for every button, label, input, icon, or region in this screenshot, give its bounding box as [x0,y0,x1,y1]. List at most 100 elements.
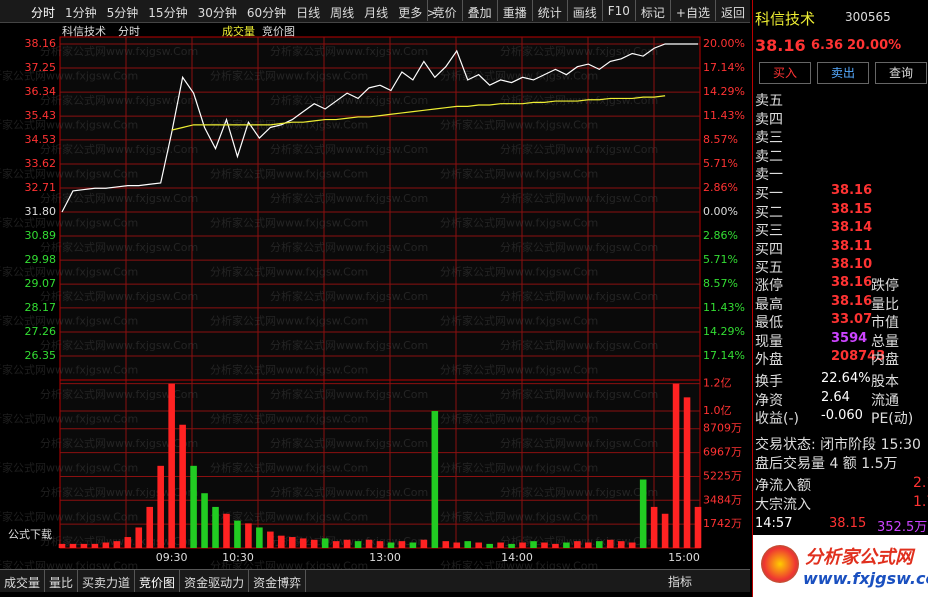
timeframe-tab[interactable]: 日线 [296,6,321,20]
watermark: 分析家公式网www.fxjgsw.Com [210,363,368,377]
volume-bar [420,539,428,548]
toolbar-button[interactable]: 统计 [531,0,567,21]
volume-bar [376,541,384,548]
pct-tick-label: 11.43% [703,301,745,314]
toolbar-button[interactable]: 返回 [714,0,750,21]
volume-tick-label: 6967万 [703,446,742,459]
watermark: 分析家公式网www.fxjgsw.Com [270,191,428,205]
timeframe-tab[interactable]: 月线 [364,6,389,20]
volume-bar [628,542,636,548]
timeframe-tab[interactable]: 15分钟 [148,6,188,20]
indicator-tab[interactable]: 成交量 [0,570,46,592]
stat-value: 38.16 [831,293,873,309]
change: 6.36 [811,38,844,53]
watermark: 分析家公式网www.fxjgsw.Com [270,142,428,156]
toolbar-button[interactable]: 竞价 [426,0,462,21]
volume-bar [201,493,208,548]
toolbar-button[interactable]: +自选 [669,0,715,21]
volume-bar [113,541,121,548]
watermark: 分析家公式网www.fxjgsw.Com [40,93,198,107]
plot-frame [59,36,701,549]
indicator-tab[interactable]: 竞价图 [135,570,181,592]
logo-url: www.fxjgsw.com [803,569,928,588]
time-label: 10:30 [222,551,254,564]
chart: 科信技术 分时 成交量 竞价图 公式下载 分析家公式网www.fxjgsw.Co… [0,24,745,570]
trade-button[interactable]: 卖出 [817,62,869,84]
logo-icon [761,545,799,583]
volume-bar [321,538,329,548]
toolbar-button[interactable]: 叠加 [461,0,497,21]
stat-label: 内盘 [871,352,899,368]
indicator-tab[interactable]: 量比 [45,570,79,592]
timeframe-tab[interactable]: 更多 > [398,6,437,20]
toolbar-button[interactable]: 画线 [566,0,602,21]
stat-label: 外盘 [755,352,783,368]
indicator-tab[interactable]: 资金博弈 [249,570,307,592]
trade-button[interactable]: 查询 [875,62,927,84]
watermark: 分析家公式网www.fxjgsw.Com [500,240,658,254]
trade-button[interactable]: 买入 [759,62,811,84]
volume-bar [310,539,318,548]
volume-bar [157,465,164,548]
pct-tick-label: 2.86% [703,181,738,194]
timeframe-tab[interactable]: 1分钟 [65,6,97,20]
pct-tick-label: 5.71% [703,157,738,170]
watermark: 分析家公式网www.fxjgsw.Com [210,265,368,279]
volume-tick-label: 5225万 [703,469,742,482]
watermark: 分析家公式网www.fxjgsw.Com [210,118,368,132]
watermark: 分析家公式网www.fxjgsw.Com [0,363,138,377]
time-label: 15:00 [668,551,700,564]
price-tick-label: 31.80 [25,205,57,218]
volume-bar [299,538,307,548]
time-label: 13:00 [369,551,401,564]
toolbar-button[interactable]: 重播 [496,0,532,21]
pct-tick-label: 11.43% [703,109,745,122]
toolbar-button[interactable]: F10 [601,0,635,21]
stat-value: 208743 [831,349,886,364]
watermark: 分析家公式网www.fxjgsw.Com [40,44,198,58]
volume-bar [552,543,559,548]
formula-download[interactable]: 公式下载 [8,528,52,541]
watermark: 分析家公式网www.fxjgsw.Com [440,510,598,524]
indicator-button[interactable]: 指标 [668,575,693,589]
volume-bar [497,542,504,548]
stock-code: 300565 [845,10,891,24]
volume-bar [650,506,658,548]
watermark: 分析家公式网www.fxjgsw.Com [440,461,598,475]
volume-bar [91,543,99,548]
timeframe-tab[interactable]: 周线 [330,6,355,20]
timeframe-tab[interactable]: 60分钟 [246,6,287,20]
price-tick-label: 29.07 [25,277,57,290]
toolbar-button[interactable]: 标记 [634,0,670,21]
flow-value: 1.7 [913,493,928,510]
timeframe-tab[interactable]: 分时 [31,6,56,20]
pct-tick-label: 20.00% [703,37,745,50]
pct-tick-label: 8.57% [703,277,738,290]
volume-bar [683,397,691,548]
flow-label: 净流入额 [755,478,811,494]
watermark: 分析家公式网www.fxjgsw.Com [440,69,598,83]
volume-bar [58,543,66,548]
ask-label: 卖二 [755,148,783,165]
stat-label: 最高 [755,296,783,313]
volume-bar [387,542,395,548]
pct-tick-label: 14.29% [703,325,745,338]
status: 交易状态: 闭市阶段 15:30 [755,437,921,453]
timeframe-tab[interactable]: 5分钟 [106,6,139,20]
average-line [171,95,666,131]
watermark: 分析家公式网www.fxjgsw.Com [500,436,658,450]
bid-label: 买三 [755,223,783,239]
watermark: 分析家公式网www.fxjgsw.Com [0,559,138,570]
watermark: 分析家公式网www.fxjgsw.Com [210,216,368,230]
indicator-tab[interactable]: 买卖力道 [78,570,136,592]
watermark: 分析家公式网www.fxjgsw.Com [270,93,428,107]
watermark: 分析家公式网www.fxjgsw.Com [270,387,428,401]
indicator-tab[interactable]: 资金驱动力 [180,570,250,592]
volume-bar [606,539,614,548]
timeframe-tab[interactable]: 30分钟 [197,6,237,20]
volume-bar [168,383,175,548]
volume-bar [288,537,296,548]
volume-bar [190,465,197,548]
stat-label: 量比 [871,296,899,313]
